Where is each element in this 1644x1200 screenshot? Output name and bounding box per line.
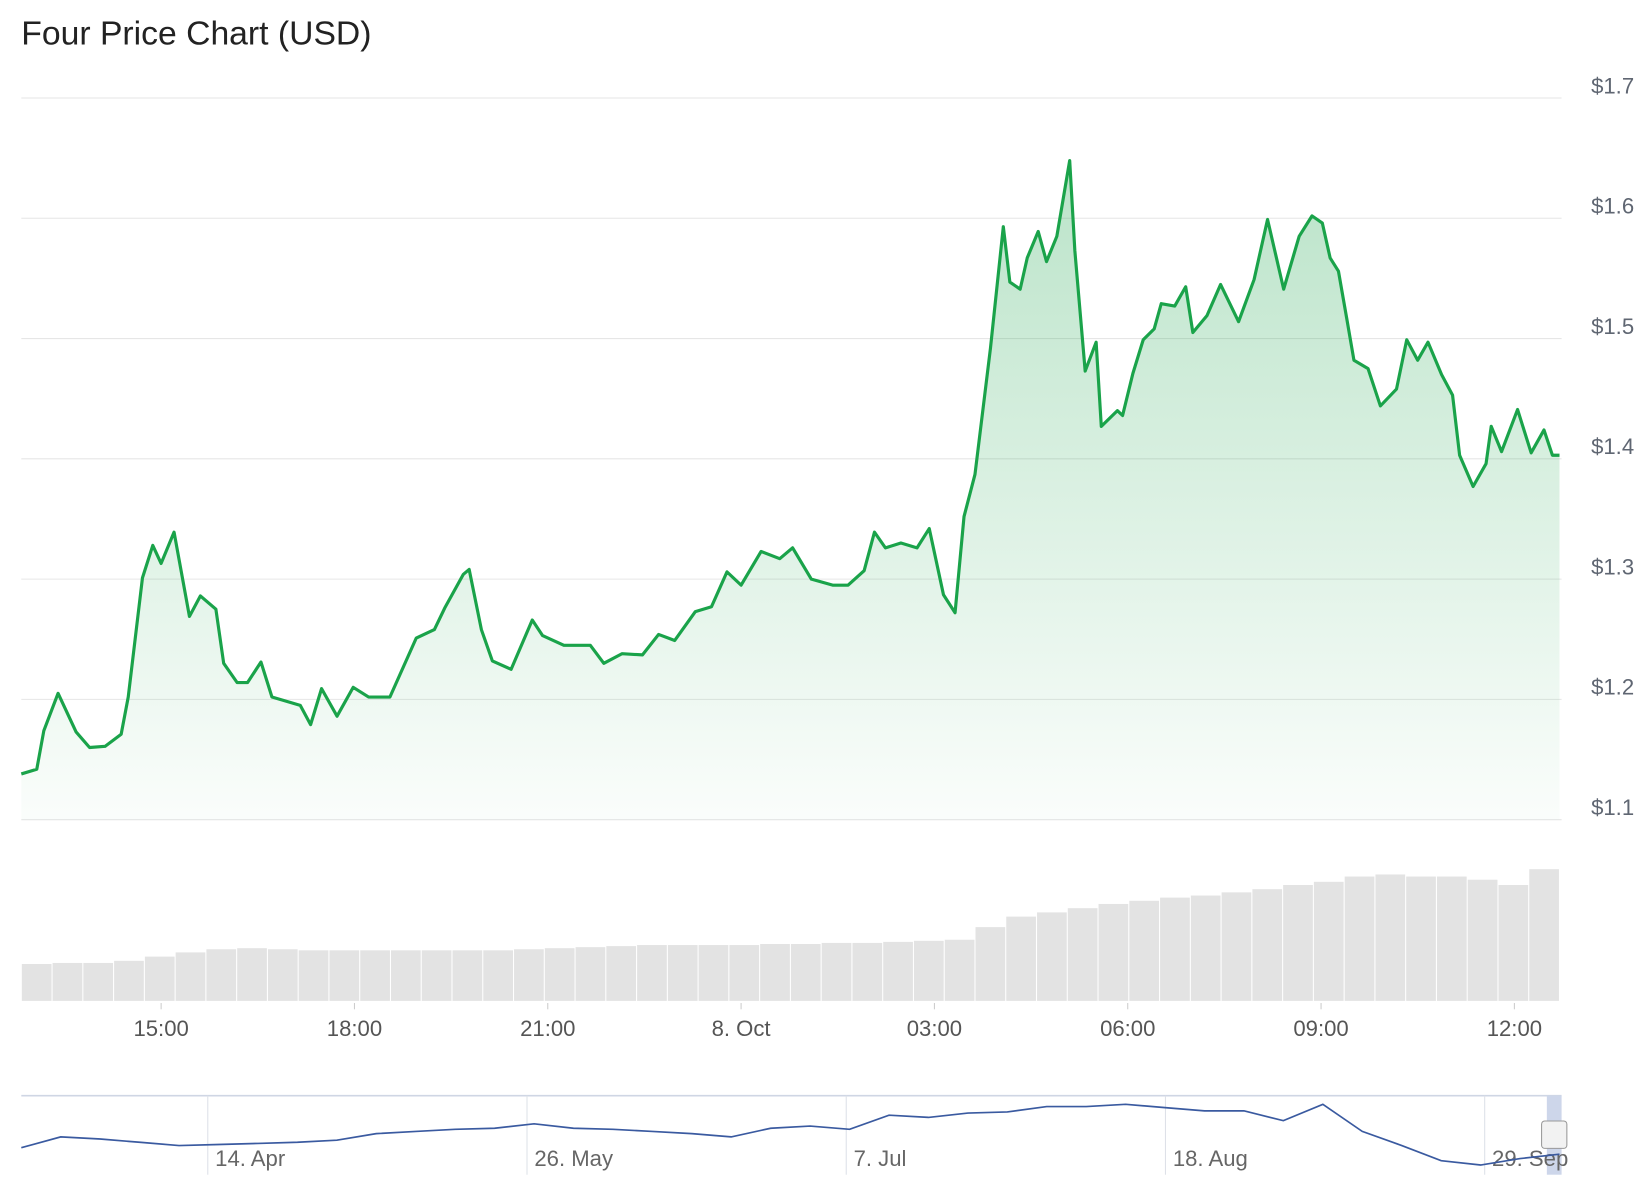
volume-bar [452, 950, 483, 1001]
volume-bar [1037, 912, 1067, 1001]
volume-bar [637, 945, 667, 1001]
volume-bar [1190, 895, 1221, 1001]
volume-bar [1313, 881, 1344, 1001]
volume-bar [544, 948, 575, 1001]
volume-bar [606, 946, 637, 1001]
volume-bar [1436, 876, 1467, 1001]
volume-bar [1160, 897, 1190, 1001]
volume-bar [237, 948, 267, 1001]
x-tick-label: 21:00 [520, 1016, 575, 1041]
volume-bar [1498, 884, 1529, 1001]
volume-bar [298, 950, 329, 1001]
x-tick-label: 15:00 [133, 1016, 188, 1041]
y-tick-label: $1.2 [1591, 675, 1634, 700]
volume-bar [144, 956, 175, 1001]
price-line [20, 158, 1560, 776]
volume-bar [1067, 908, 1098, 1001]
navigator-label: 7. Jul [854, 1146, 907, 1171]
x-tick-label: 09:00 [1293, 1016, 1348, 1041]
volume-bar [483, 950, 513, 1001]
navigator-label: 18. Aug [1173, 1146, 1248, 1171]
navigator-label: 14. Apr [215, 1146, 285, 1171]
volume-bar [1129, 900, 1160, 1001]
volume-bar [790, 943, 821, 1001]
volume-bar [1529, 869, 1559, 1001]
volume-bar [729, 945, 760, 1001]
chart-title: Four Price Chart (USD) [21, 15, 371, 53]
y-tick-label: $1.5 [1591, 314, 1634, 339]
y-tick-label: $1.7 [1591, 73, 1634, 98]
volume-bar [1375, 874, 1406, 1001]
volume-bar [175, 952, 206, 1001]
volume-bar [1098, 903, 1129, 1001]
navigator-label: 26. May [534, 1146, 614, 1171]
volume-bar [944, 939, 975, 1001]
volume-bar [514, 949, 544, 1001]
volume-bar [760, 943, 790, 1001]
volume-bar [883, 941, 913, 1001]
y-tick-label: $1.1 [1591, 795, 1634, 820]
volume-bar [852, 942, 883, 1001]
x-tick-label: 12:00 [1487, 1016, 1542, 1041]
x-tick-label: 06:00 [1100, 1016, 1155, 1041]
volume-bar [1006, 916, 1036, 1001]
volume-bar [329, 950, 360, 1001]
volume-bar [1283, 884, 1313, 1001]
volume-bar [206, 949, 237, 1001]
volume-bar [1221, 892, 1252, 1001]
volume-bar [575, 947, 606, 1001]
x-tick-label: 18:00 [327, 1016, 382, 1041]
navigator-line [21, 1103, 1560, 1166]
navigator-grip[interactable] [1541, 1120, 1568, 1149]
volume-bar [21, 964, 52, 1001]
volume-bar [52, 962, 83, 1001]
y-tick-label: $1.6 [1591, 194, 1634, 219]
x-tick-label: 8. Oct [712, 1016, 771, 1041]
volume-bar [267, 949, 298, 1001]
y-tick-label: $1.4 [1591, 434, 1634, 459]
volume-bar [698, 945, 729, 1001]
volume-bar [975, 927, 1006, 1001]
volume-bar [1406, 876, 1436, 1001]
volume-bar [360, 950, 390, 1001]
volume-bar [1252, 889, 1283, 1001]
volume-bar [913, 940, 944, 1001]
price-area [21, 160, 1560, 820]
volume-bar [1344, 876, 1375, 1001]
volume-bar [1467, 879, 1498, 1001]
volume-bar [667, 945, 698, 1001]
volume-bar [83, 962, 114, 1001]
y-tick-label: $1.3 [1591, 554, 1634, 579]
x-tick-label: 03:00 [907, 1016, 962, 1041]
volume-bar [421, 950, 452, 1001]
volume-bar [114, 960, 144, 1001]
volume-bar [821, 942, 852, 1001]
volume-bar [390, 950, 421, 1001]
